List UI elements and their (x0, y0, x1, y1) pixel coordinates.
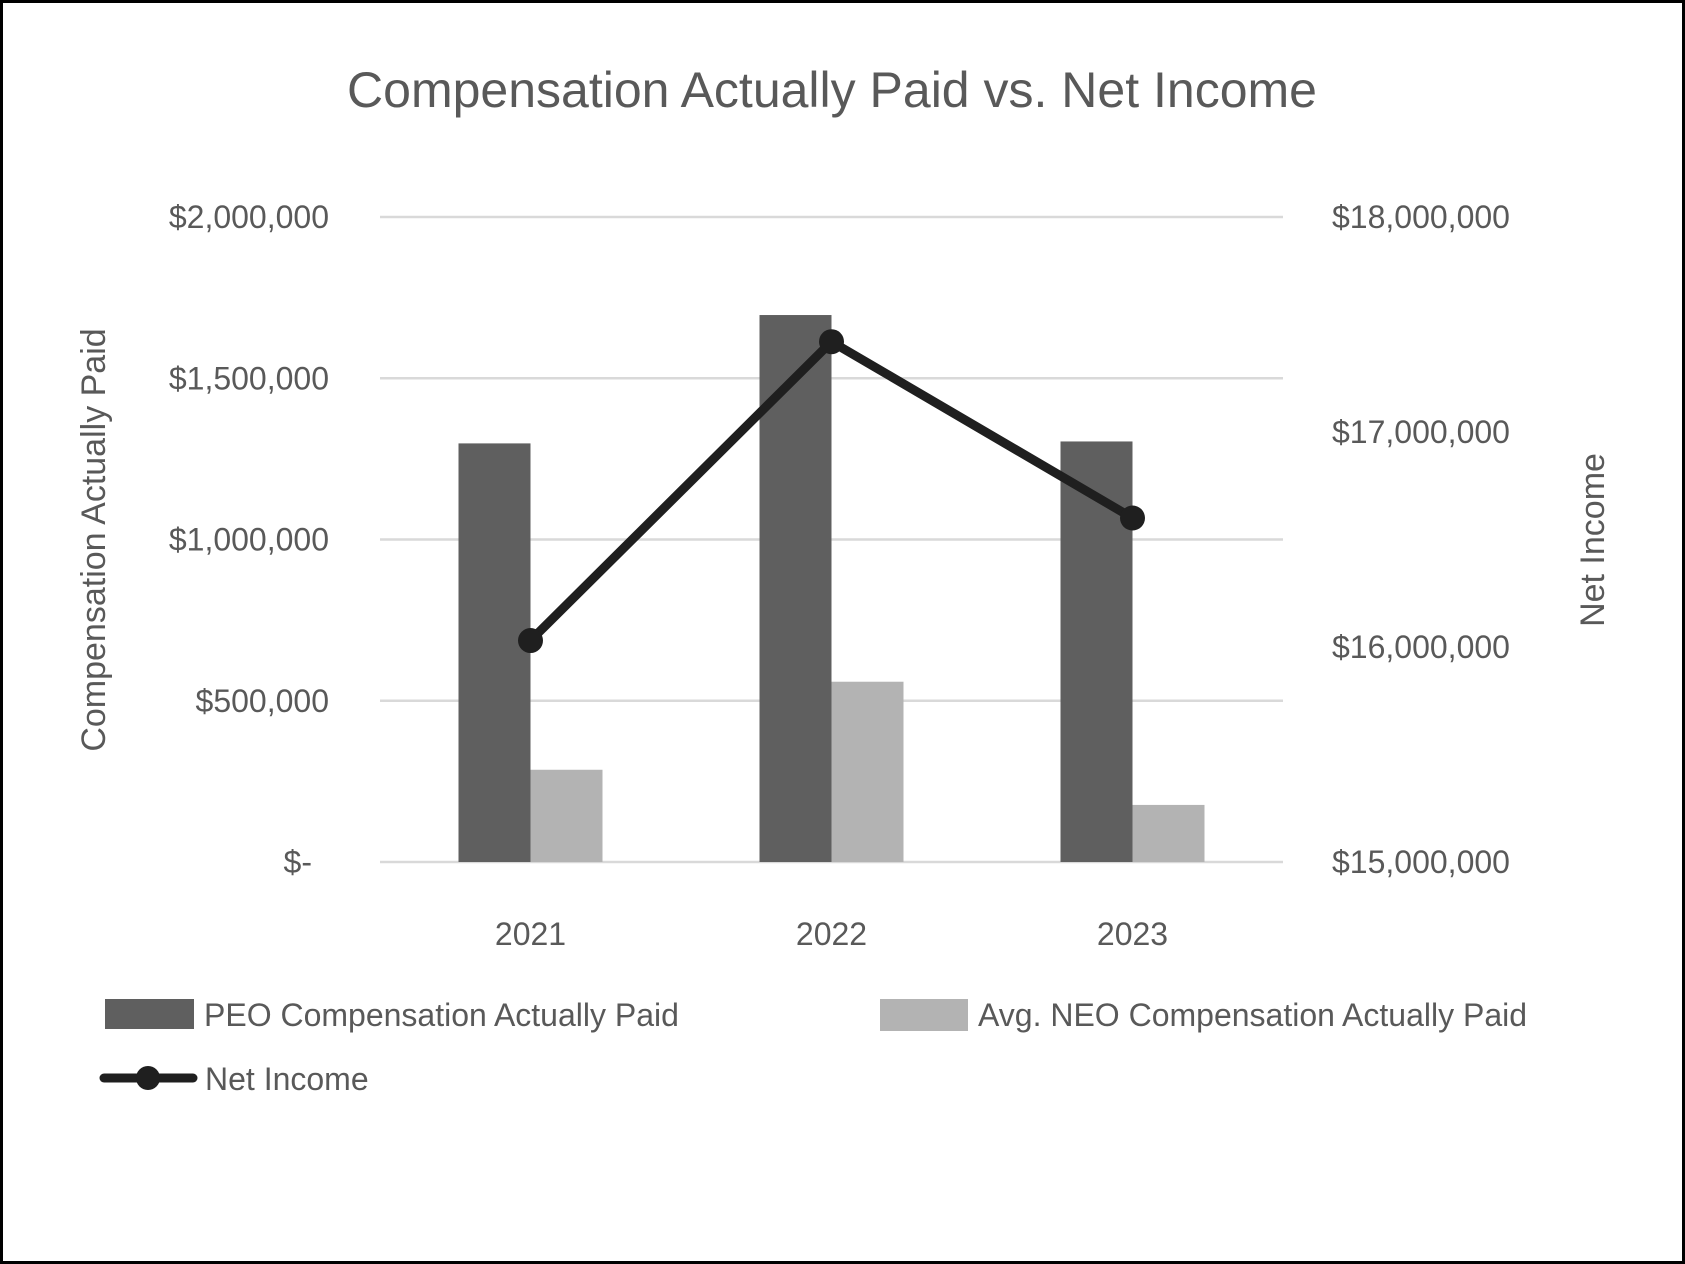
legend-item-peo[interactable]: PEO Compensation Actually Paid (105, 997, 679, 1033)
right-axis-title: Net Income (1574, 453, 1612, 627)
bar-neo-2023 (1132, 804, 1205, 862)
x-tick-label: 2022 (796, 916, 867, 952)
legend-item-net-income[interactable]: Net Income (99, 1061, 369, 1097)
x-tick-label: 2021 (495, 916, 566, 952)
right-tick-label: $15,000,000 (1332, 844, 1510, 880)
bar-neo-2021 (530, 769, 603, 862)
net-income-marker-2021 (518, 628, 543, 654)
left-tick-label: $1,500,000 (169, 360, 329, 396)
legend-swatch-peo (105, 999, 194, 1029)
legend-item-neo[interactable]: Avg. NEO Compensation Actually Paid (880, 997, 1527, 1033)
right-tick-label: $16,000,000 (1332, 629, 1510, 665)
net-income-marker-2022 (819, 329, 844, 355)
legend-swatch-neo (880, 999, 968, 1031)
left-tick-label: $2,000,000 (169, 199, 329, 235)
right-tick-label: $17,000,000 (1332, 414, 1510, 450)
left-tick-label: $1,000,000 (169, 522, 329, 558)
left-axis-title: Compensation Actually Paid (75, 328, 113, 751)
x-tick-label: 2023 (1097, 916, 1168, 952)
left-tick-label: $500,000 (196, 683, 329, 719)
legend-label-peo: PEO Compensation Actually Paid (204, 997, 679, 1033)
right-axis-ticks: $15,000,000 $16,000,000 $17,000,000 $18,000… (1332, 199, 1510, 880)
left-axis-ticks: $- $500,000 $1,000,000 $1,500,000 $2,000,000 (169, 199, 329, 880)
bar-neo-2022 (831, 681, 904, 862)
right-tick-label: $18,000,000 (1332, 199, 1510, 235)
left-tick-label: $- (284, 844, 312, 880)
legend-label-neo: Avg. NEO Compensation Actually Paid (978, 997, 1527, 1033)
legend-label-net-income: Net Income (205, 1061, 369, 1097)
chart-title: Compensation Actually Paid vs. Net Incom… (347, 62, 1317, 118)
x-axis-labels: 2021 2022 2023 (495, 916, 1168, 952)
net-income-line-series (518, 329, 1145, 654)
net-income-marker-2023 (1120, 505, 1145, 531)
legend-marker-icon (136, 1066, 160, 1090)
legend: PEO Compensation Actually Paid Avg. NEO … (99, 997, 1527, 1097)
bar-peo-2023 (1060, 441, 1133, 862)
bar-series (458, 315, 1205, 862)
bar-peo-2021 (458, 443, 531, 862)
